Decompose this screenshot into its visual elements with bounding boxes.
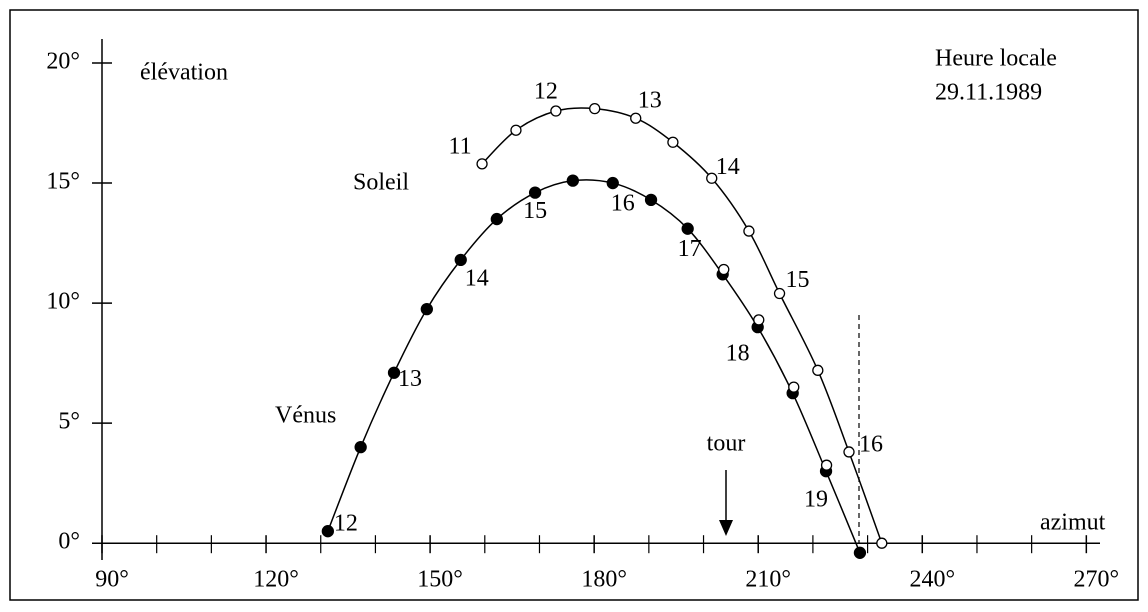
series-line: [481, 107, 883, 544]
point: [706, 172, 718, 184]
hour-label: 19: [804, 487, 828, 513]
hour-label: 13: [638, 88, 662, 114]
hour-label: 18: [726, 341, 750, 367]
point: [321, 525, 334, 538]
hour-label: 12: [534, 79, 558, 105]
point: [820, 459, 833, 471]
point: [788, 381, 800, 393]
hour-label: 13: [398, 366, 422, 392]
x-tick-label: 90°: [95, 567, 129, 593]
y-tick-label: 15°: [46, 169, 80, 195]
hour-label: 11: [449, 133, 472, 159]
point: [667, 136, 679, 148]
point: [644, 193, 658, 207]
series-line: [327, 179, 861, 554]
hour-label: 15: [523, 198, 547, 224]
point: [476, 158, 488, 170]
point: [876, 537, 888, 549]
point: [550, 105, 562, 117]
x-tick-label: 150°: [417, 567, 463, 593]
point: [387, 366, 401, 379]
point: [812, 364, 824, 376]
arrow-head: [719, 520, 733, 536]
y-tick-label: 0°: [58, 529, 80, 555]
y-tick-label: 5°: [58, 409, 80, 435]
point: [743, 225, 755, 237]
point: [773, 287, 786, 300]
y-tick-label: 10°: [46, 289, 80, 315]
date: 29.11.1989: [935, 80, 1042, 106]
annotation: tour: [707, 431, 746, 457]
x-tick-label: 120°: [253, 567, 299, 593]
frame: [9, 9, 1139, 601]
hour-label: 14: [465, 265, 489, 291]
hour-label: 17: [678, 236, 702, 262]
series-label: Soleil: [353, 170, 409, 196]
point: [566, 174, 579, 187]
point: [528, 186, 542, 199]
point: [853, 546, 867, 559]
legend-title: Heure locale: [935, 46, 1057, 72]
x-tick-label: 180°: [581, 567, 627, 593]
point: [753, 314, 765, 326]
x-tick-label: 240°: [909, 567, 955, 593]
y-tick-label: 20°: [46, 49, 80, 75]
point: [354, 441, 367, 454]
x-axis-label: azimut: [1040, 510, 1106, 536]
point: [718, 263, 730, 276]
point: [510, 124, 522, 136]
hour-label: 12: [334, 511, 358, 537]
hour-label: 14: [716, 154, 740, 180]
point: [630, 112, 642, 124]
hour-label: 16: [859, 431, 883, 457]
point: [420, 302, 433, 316]
hour-label: 16: [611, 191, 635, 217]
hour-label: 15: [786, 267, 810, 293]
point: [454, 253, 467, 267]
series-label: Vénus: [275, 403, 336, 429]
point: [490, 212, 503, 226]
x-tick-label: 270°: [1074, 567, 1120, 593]
y-axis-label: élévation: [140, 60, 228, 86]
point: [589, 102, 601, 115]
point: [843, 446, 855, 458]
point: [606, 176, 619, 190]
point: [681, 222, 694, 235]
x-tick-label: 210°: [745, 567, 791, 593]
